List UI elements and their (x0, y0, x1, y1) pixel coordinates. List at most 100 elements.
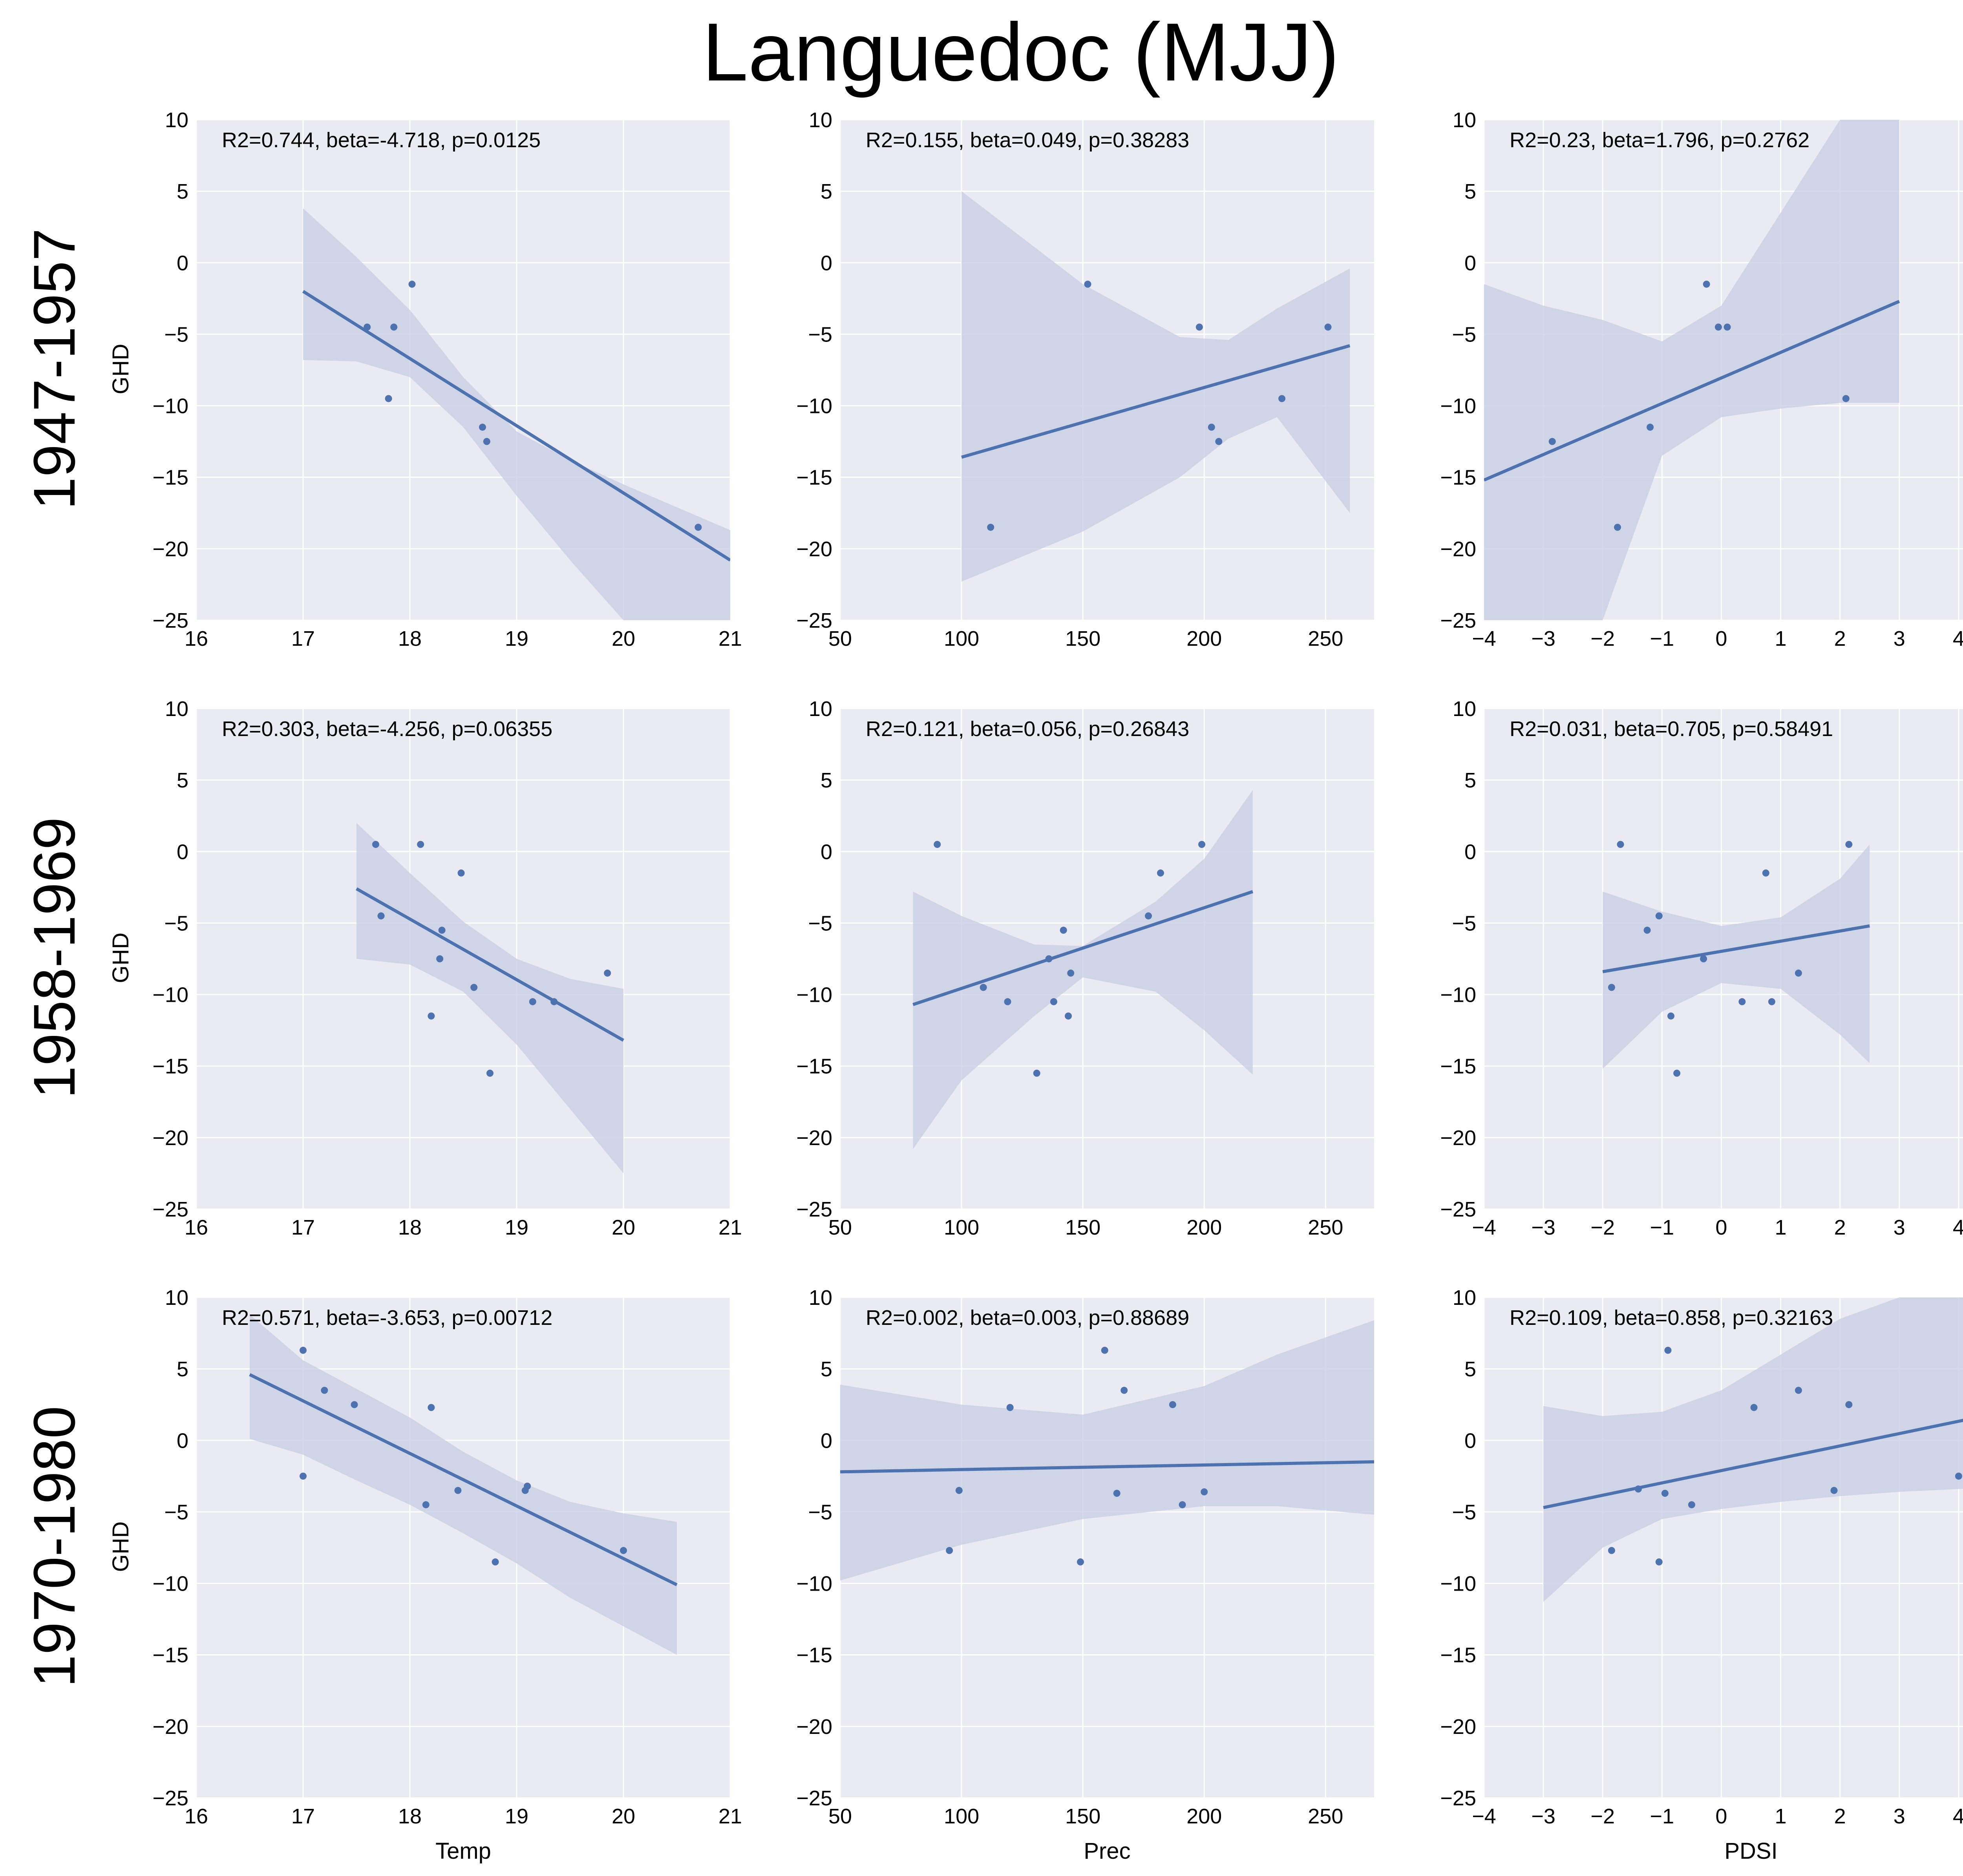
data-point (946, 1547, 953, 1554)
data-point (1664, 1347, 1671, 1354)
ytick-label: 5 (821, 1357, 832, 1381)
xlabel-pdsi: PDSI (1724, 1838, 1777, 1864)
data-point (1831, 1487, 1838, 1494)
panel-3-3: 1050−5−10−15−20−25−4−3−2−1012345R2=0.109… (1440, 1286, 1963, 1828)
data-point (1198, 841, 1205, 848)
data-point (980, 984, 987, 991)
ytick-label: −25 (152, 1786, 188, 1810)
data-point (486, 1070, 493, 1077)
xtick-label: 16 (185, 1805, 208, 1828)
ytick-label: −25 (1440, 1786, 1476, 1810)
ytick-label: −20 (796, 1715, 832, 1739)
ytick-label: −15 (152, 1644, 188, 1667)
ytick-label: −5 (1452, 912, 1476, 935)
data-point (417, 841, 424, 848)
ytick-label: 0 (177, 251, 188, 275)
data-point (1113, 1490, 1120, 1497)
ytick-label: −20 (152, 537, 188, 561)
data-point (422, 1501, 430, 1508)
data-point (436, 955, 443, 963)
xtick-label: 4 (1953, 1805, 1963, 1828)
data-point (1120, 1387, 1128, 1394)
xtick-label: 1 (1775, 627, 1787, 650)
data-point (1169, 1401, 1176, 1408)
ytick-label: −15 (1440, 1055, 1476, 1078)
ytick-label: −15 (796, 1644, 832, 1667)
data-point (1179, 1501, 1186, 1508)
data-point (364, 323, 371, 331)
ytick-label: 0 (1464, 251, 1476, 275)
ytick-label: −25 (1440, 1198, 1476, 1221)
data-point (1762, 869, 1769, 877)
data-point (1196, 323, 1203, 331)
data-point (1614, 524, 1621, 531)
ytick-label: −10 (1440, 395, 1476, 418)
data-point (1201, 1488, 1208, 1495)
data-point (1157, 869, 1164, 877)
data-point (1644, 927, 1651, 934)
xtick-label: 17 (291, 627, 315, 650)
xtick-label: 19 (505, 1216, 528, 1239)
ytick-label: −5 (808, 323, 832, 346)
ytick-label: 10 (809, 108, 832, 132)
ytick-label: −10 (152, 395, 188, 418)
ytick-label: −5 (164, 1500, 188, 1524)
regression-stats: R2=0.031, beta=0.705, p=0.58491 (1510, 717, 1833, 741)
ytick-label: −5 (164, 912, 188, 935)
data-point (1045, 955, 1053, 963)
ytick-label: 5 (177, 769, 188, 792)
data-point (492, 1558, 499, 1565)
data-point (1751, 1404, 1758, 1411)
ytick-label: 10 (1453, 697, 1476, 721)
xtick-label: 1 (1775, 1805, 1787, 1828)
xtick-label: 21 (718, 627, 742, 650)
ytick-label: 0 (821, 840, 832, 864)
xtick-label: 16 (185, 627, 208, 650)
xtick-label: 200 (1186, 627, 1222, 650)
xtick-label: 17 (291, 1216, 315, 1239)
xtick-label: 250 (1308, 627, 1343, 650)
row-label-1: 1947-1957 (21, 228, 87, 510)
xtick-label: 250 (1308, 1805, 1343, 1828)
panel-2-3: 1050−5−10−15−20−25−4−3−2−1012345R2=0.031… (1440, 697, 1963, 1239)
row-label-3: 1970-1980 (21, 1406, 87, 1687)
xtick-label: 50 (828, 627, 852, 650)
xtick-label: 21 (718, 1216, 742, 1239)
data-point (524, 1483, 531, 1490)
regression-stats: R2=0.571, beta=-3.653, p=0.00712 (222, 1306, 552, 1330)
xtick-label: 100 (944, 1805, 979, 1828)
ytick-label: 0 (177, 1429, 188, 1452)
xtick-label: −4 (1472, 1216, 1496, 1239)
ytick-label: −25 (152, 1198, 188, 1221)
xtick-label: −4 (1472, 627, 1496, 650)
ytick-label: −10 (152, 983, 188, 1007)
ytick-label: −10 (796, 1572, 832, 1596)
data-point (1215, 438, 1222, 445)
data-point (1608, 984, 1615, 991)
ytick-label: −25 (796, 1198, 832, 1221)
data-point (1065, 1012, 1072, 1019)
data-point (390, 323, 397, 331)
xtick-label: −3 (1531, 627, 1555, 650)
data-point (483, 438, 490, 445)
data-point (1673, 1070, 1680, 1077)
panel-3-1: 1050−5−10−15−20−2516 17 18 19 20 21R2=0.571, … (152, 1286, 742, 1828)
ylabel-row-2: GHD (108, 933, 133, 983)
xtick-label: 3 (1894, 1216, 1905, 1239)
ytick-label: −15 (152, 466, 188, 490)
ytick-label: −20 (796, 1126, 832, 1150)
xtick-label: −1 (1650, 1805, 1674, 1828)
row-label-2: 1958-1969 (21, 817, 87, 1098)
xtick-label: 19 (505, 627, 528, 650)
ytick-label: −5 (1452, 1500, 1476, 1524)
data-point (351, 1401, 358, 1408)
data-point (1077, 1558, 1084, 1565)
data-point (1067, 970, 1074, 977)
xtick-label: 18 (398, 627, 422, 650)
xtick-label: −1 (1650, 1216, 1674, 1239)
xtick-label: 200 (1186, 1805, 1222, 1828)
data-point (1647, 424, 1654, 431)
